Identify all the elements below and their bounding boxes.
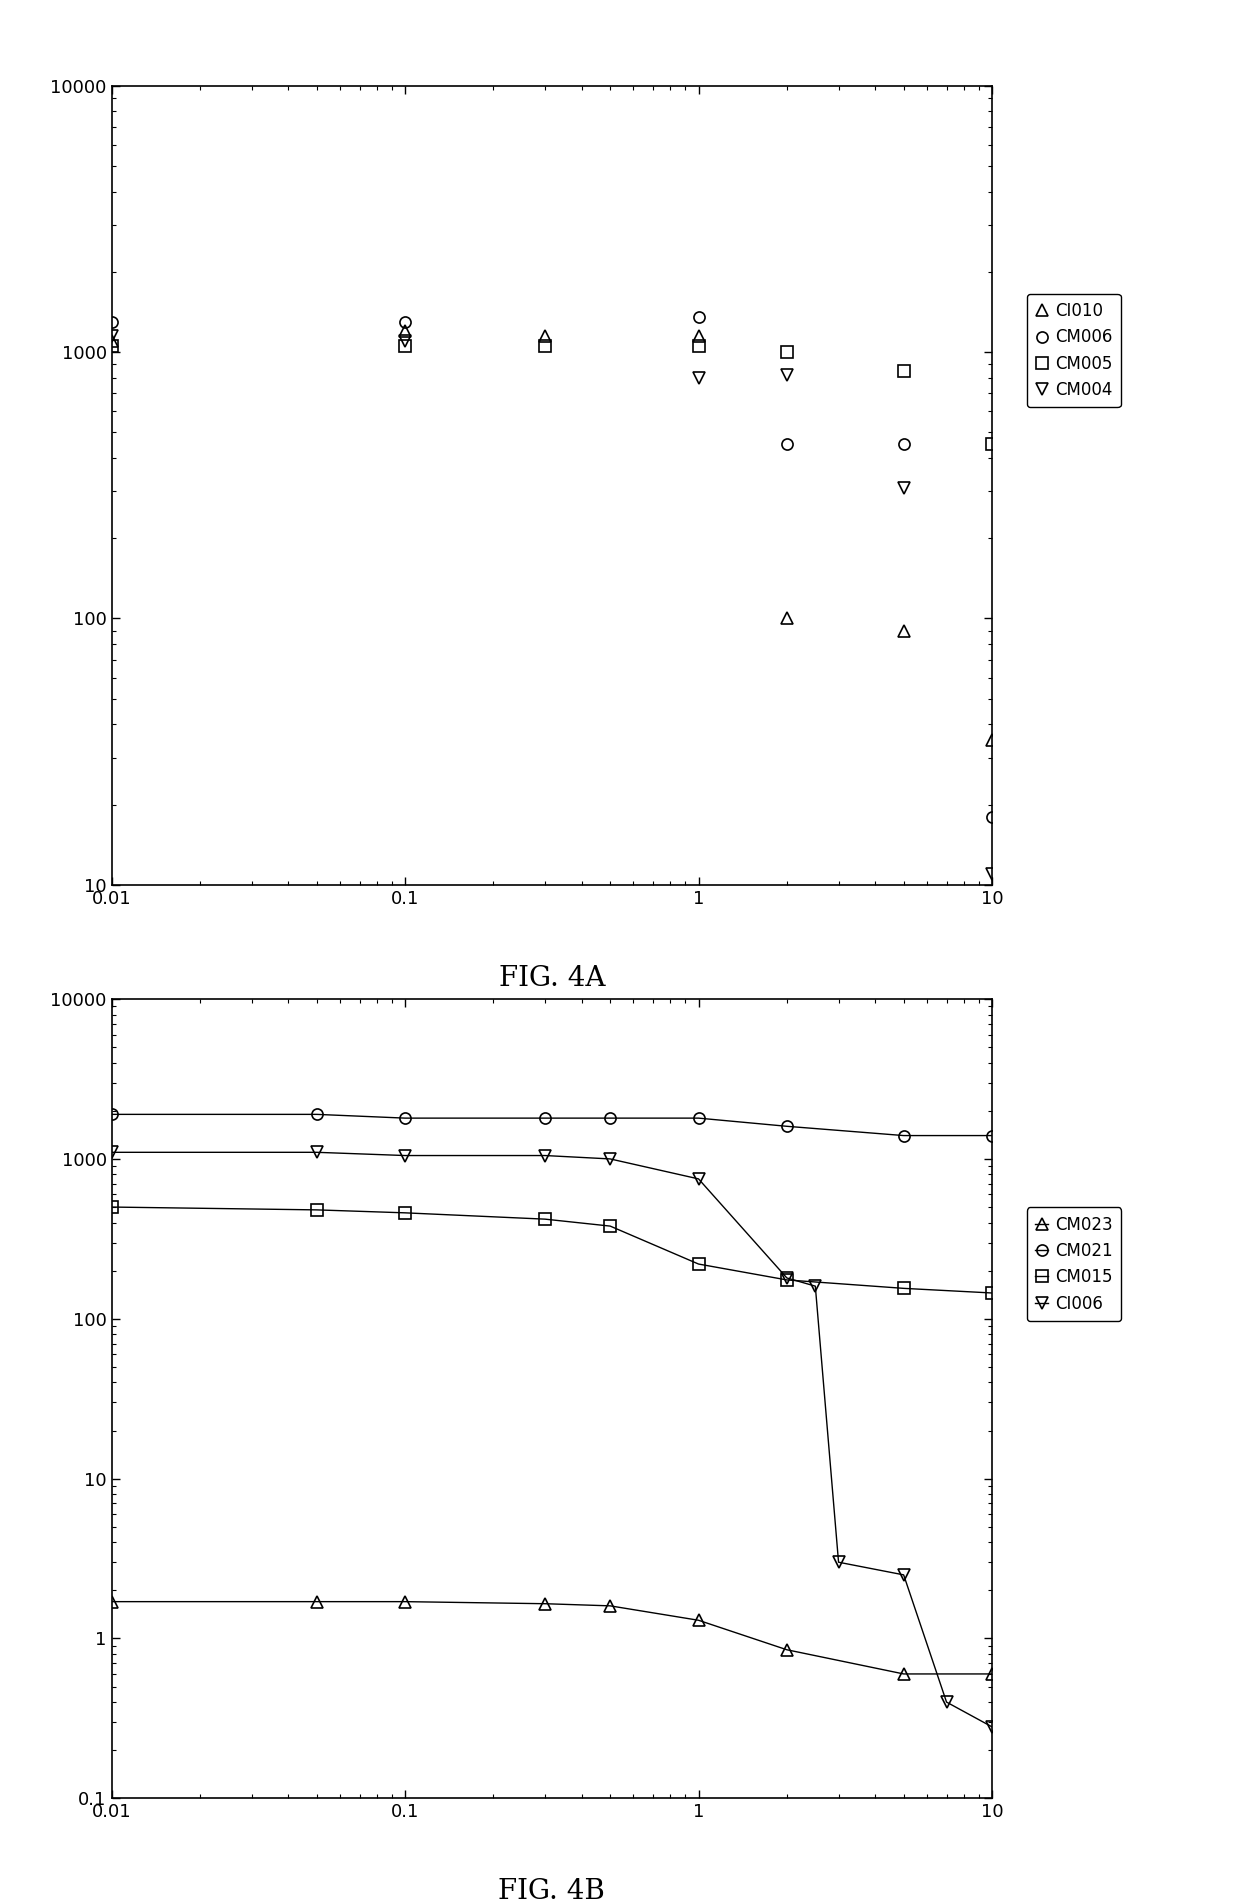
CM021 <box>897 1125 911 1148</box>
Line: CI006: CI006 <box>107 1148 997 1732</box>
CM021 <box>309 1104 324 1127</box>
CI006 <box>808 1275 823 1298</box>
CM005 <box>538 335 553 358</box>
CM023 <box>398 1591 413 1614</box>
CM015 <box>603 1214 618 1237</box>
CI006 <box>104 1142 119 1165</box>
CM005 <box>398 335 413 358</box>
CM015 <box>780 1269 795 1292</box>
CM006 <box>691 306 706 329</box>
CM015 <box>309 1199 324 1222</box>
CM021 <box>104 1104 119 1127</box>
CM023 <box>104 1591 119 1614</box>
Text: FIG. 4B: FIG. 4B <box>498 1878 605 1903</box>
CM021 <box>780 1115 795 1138</box>
CM004 <box>691 367 706 390</box>
Line: CM006: CM006 <box>107 312 997 822</box>
CI006 <box>309 1142 324 1165</box>
CI006 <box>398 1144 413 1167</box>
CM023 <box>603 1595 618 1618</box>
CM021 <box>603 1108 618 1130</box>
Line: CM023: CM023 <box>107 1597 997 1680</box>
CI006 <box>603 1148 618 1170</box>
Line: CM015: CM015 <box>107 1201 997 1298</box>
Line: CI010: CI010 <box>107 325 997 746</box>
CI006 <box>939 1690 954 1713</box>
CM023 <box>780 1638 795 1661</box>
CM005 <box>897 360 911 383</box>
Legend: CM023, CM021, CM015, CI006: CM023, CM021, CM015, CI006 <box>1027 1207 1121 1321</box>
CM006 <box>104 310 119 333</box>
CM004 <box>780 363 795 386</box>
CM004 <box>897 476 911 499</box>
CM006 <box>897 434 911 457</box>
Text: FIG. 4A: FIG. 4A <box>498 965 605 991</box>
CI010 <box>104 329 119 352</box>
CM023 <box>538 1593 553 1616</box>
CM004 <box>398 329 413 352</box>
CI010 <box>398 320 413 343</box>
CI010 <box>897 618 911 641</box>
CM006 <box>985 805 999 828</box>
CM023 <box>897 1663 911 1686</box>
CM006 <box>398 310 413 333</box>
CI006 <box>538 1144 553 1167</box>
CM021 <box>398 1108 413 1130</box>
CI010 <box>780 607 795 630</box>
CI010 <box>691 325 706 348</box>
CM021 <box>985 1125 999 1148</box>
CM015 <box>104 1195 119 1218</box>
CM005 <box>780 341 795 363</box>
CM005 <box>985 434 999 457</box>
CM005 <box>691 335 706 358</box>
CI006 <box>985 1715 999 1737</box>
CM015 <box>691 1252 706 1275</box>
CM006 <box>780 434 795 457</box>
Line: CM004: CM004 <box>107 331 997 879</box>
CM004 <box>985 862 999 885</box>
CI006 <box>897 1564 911 1587</box>
Line: CM021: CM021 <box>107 1109 997 1142</box>
Line: CM005: CM005 <box>107 341 997 449</box>
CM004 <box>104 325 119 348</box>
CI010 <box>538 325 553 348</box>
CM023 <box>691 1608 706 1631</box>
CM015 <box>398 1201 413 1224</box>
CM015 <box>538 1208 553 1231</box>
CM023 <box>309 1591 324 1614</box>
Legend: CI010, CM006, CM005, CM004: CI010, CM006, CM005, CM004 <box>1027 293 1121 407</box>
CM021 <box>538 1108 553 1130</box>
CM015 <box>985 1281 999 1304</box>
CI006 <box>831 1551 846 1574</box>
CI006 <box>691 1167 706 1189</box>
CM021 <box>691 1108 706 1130</box>
CM005 <box>104 335 119 358</box>
CM015 <box>897 1277 911 1300</box>
CI010 <box>985 729 999 752</box>
CI006 <box>780 1267 795 1290</box>
CM023 <box>985 1663 999 1686</box>
